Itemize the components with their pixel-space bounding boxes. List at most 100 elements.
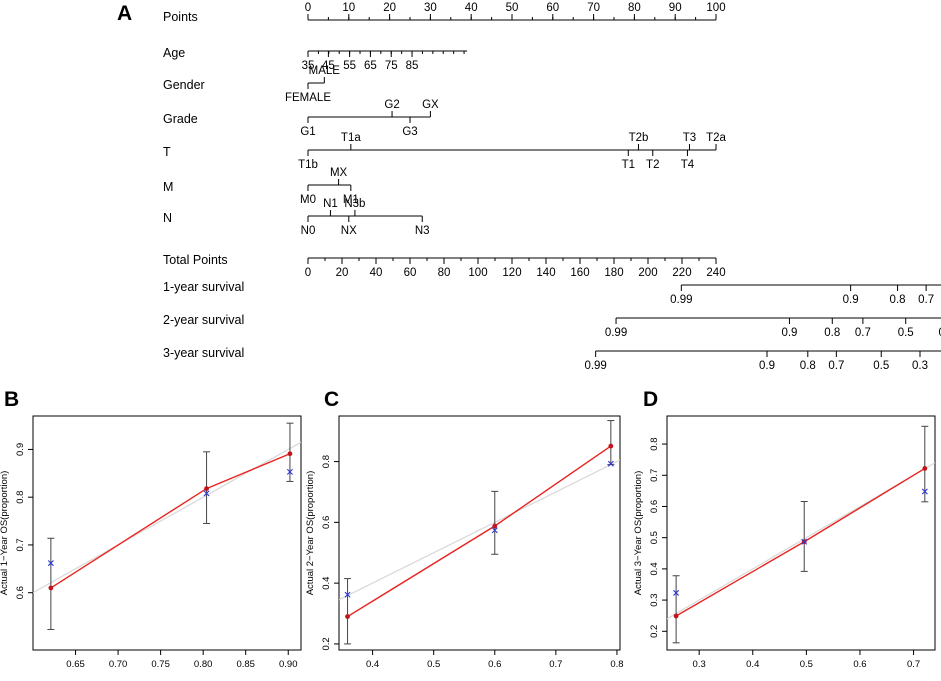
plot-frame-c [338,415,621,651]
y-tick-label: 0.8 [321,455,332,468]
bias-corrected-x-mark [491,527,498,534]
nomogram-tick-label: 0.5 [898,327,914,339]
nomogram-tick-label: M0 [300,194,316,206]
x-tick-label: 0.8 [610,659,623,670]
nomogram-tick-label: 0.7 [828,360,844,372]
nomogram-tick-label: 100 [468,267,487,279]
plot-frame-b [32,415,302,651]
observed-point [345,614,350,619]
bias-corrected-x-mark [801,538,808,545]
nomogram-tick-label: 160 [570,267,589,279]
x-tick-label: 0.6 [853,659,866,670]
y-tick-label: 0.7 [649,469,660,482]
nomogram-tick-label: GX [422,99,439,111]
nomogram-tick-label: 0.8 [890,294,906,306]
nomogram-tick-label: 0 [305,2,311,14]
y-tick-label: 0.2 [321,637,332,650]
y-axis-title-d: Actual 3−Year OS(proportion) [633,471,644,596]
nomogram-tick-label: T2 [646,159,659,171]
nomogram-tick-label: 35 [302,60,315,72]
nomogram-row-label-3-year-survival: 3-year survival [163,346,244,360]
y-tick-label: 0.3 [649,593,660,606]
x-tick-label: 0.65 [66,659,85,670]
nomogram-row-label-gender: Gender [163,78,205,92]
nomogram-tick-label: 120 [502,267,521,279]
nomogram-row-label-n: N [163,211,172,225]
nomogram-row-label-points: Points [163,10,198,24]
y-tick-label: 0.8 [15,491,26,504]
nomogram-tick-label: 90 [669,2,682,14]
nomogram-tick-label: 65 [364,60,377,72]
observed-calibration-line [347,445,612,618]
nomogram-tick-label: 85 [406,60,419,72]
nomogram-row-label-total-points: Total Points [163,253,228,267]
observed-point [287,451,293,457]
y-tick-label: 0.4 [649,562,660,575]
x-tick-label: 0.5 [427,659,440,670]
nomogram-tick-label: G1 [300,126,315,138]
nomogram-tick-label: FEMALE [285,92,331,104]
nomogram-tick-label: 80 [438,267,451,279]
nomogram-tick-label: 20 [383,2,396,14]
nomogram-tick-label: 20 [336,267,349,279]
calibration-plot-3-year: 0.30.40.50.60.70.20.30.40.50.60.70.8Nomo… [633,415,936,670]
nomogram-tick-label: 0.8 [800,360,816,372]
nomogram-tick-label: G3 [402,126,417,138]
nomogram-tick-label: 0.8 [824,327,840,339]
nomogram-tick-label: T1b [298,159,318,171]
nomogram-row-label-m: M [163,180,173,194]
nomogram-tick-label: 200 [638,267,657,279]
y-tick-label: 0.9 [15,443,26,456]
nomogram-tick-label: 70 [587,2,600,14]
nomogram-tick-label: 50 [506,2,519,14]
nomogram-tick-label: 45 [322,60,335,72]
observed-calibration-line [675,467,926,617]
nomogram-tick-label: 220 [672,267,691,279]
x-tick-label: 0.6 [488,659,501,670]
x-tick-label: 0.80 [194,659,213,670]
ideal-reference-line [339,459,620,601]
nomogram-tick-label: 240 [706,267,725,279]
nomogram-tick-label: 0 [305,267,311,279]
observed-point [922,466,928,471]
nomogram-tick-label: MX [330,167,348,179]
nomogram-tick-label: 0.7 [855,327,871,339]
nomogram: Points 0 10 20 30 40 50 60 70 80 90 100 Age 35 45 55 65 7… [163,2,941,372]
nomogram-tick-label: 10 [342,2,355,14]
x-tick-label: 0.90 [279,659,298,670]
observed-point [673,613,679,619]
nomogram-tick-label: 100 [706,2,725,14]
y-axis-title-b: Actual 1−Year OS(proportion) [0,471,10,596]
nomogram-tick-label: 80 [628,2,641,14]
bias-corrected-x-mark [286,468,293,475]
nomogram-tick-label: 0.99 [605,327,627,339]
calibration-plot-2-year: 0.40.50.60.70.80.20.40.60.8Nomogram−Pred… [305,415,624,670]
nomogram-tick-label: 0.3 [912,360,928,372]
nomogram-tick-label: N3b [344,198,365,210]
bias-corrected-x-mark [203,490,210,497]
observed-calibration-line [50,453,291,589]
nomogram-tick-label: 180 [604,267,623,279]
nomogram-row-label-1-year-survival: 1-year survival [163,280,244,294]
observed-point [204,486,209,491]
nomogram-tick-label: 0.9 [843,294,859,306]
nomogram-tick-label: 0.99 [584,360,606,372]
panel-label-a: A [117,2,132,25]
nomogram-tick-label: NX [341,225,357,237]
bias-corrected-x-mark [344,591,351,598]
plot-frame-d [666,415,936,651]
nomogram-tick-label: T1a [341,132,361,144]
nomogram-tick-label: 60 [546,2,559,14]
nomogram-tick-label: 60 [404,267,417,279]
x-tick-label: 0.4 [366,659,379,670]
panel-label-b: B [4,388,19,411]
x-tick-label: 0.85 [236,659,255,670]
y-tick-label: 0.6 [15,586,26,599]
bias-corrected-x-mark [47,560,54,567]
bias-corrected-x-mark [673,589,680,596]
nomogram-tick-label: 75 [385,60,398,72]
nomogram-tick-label: M1 [343,194,359,206]
nomogram-tick-label: 0.7 [918,294,934,306]
nomogram-tick-label: N3 [415,225,430,237]
